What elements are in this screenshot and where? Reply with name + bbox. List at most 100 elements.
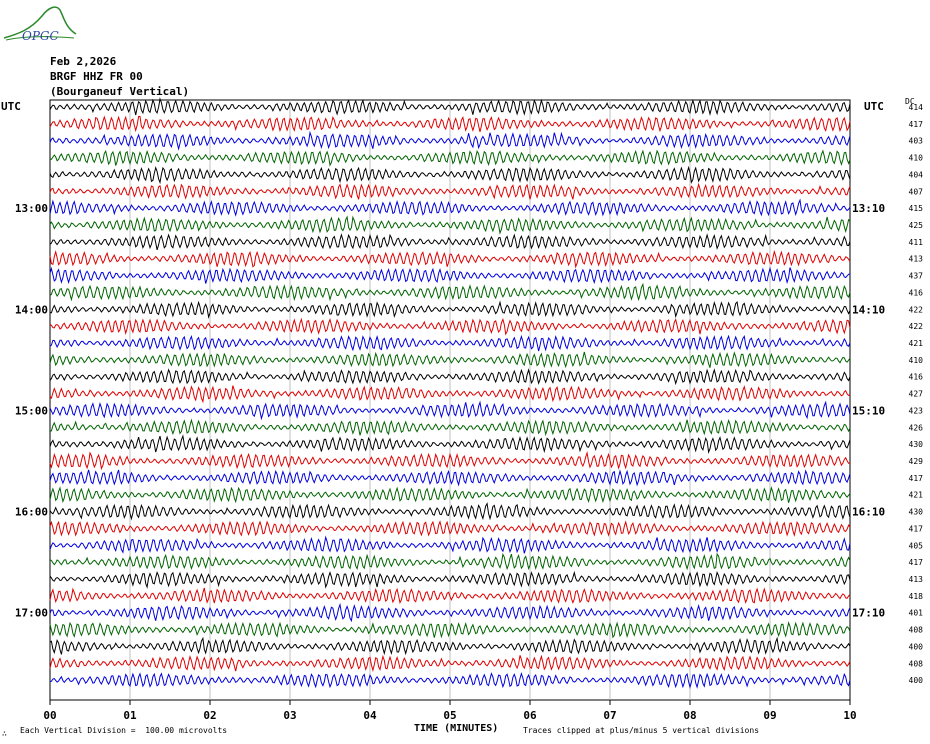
left-time-label: 17:00 xyxy=(15,607,48,620)
left-utc-label: UTC xyxy=(1,100,21,113)
x-tick-label: 07 xyxy=(603,709,616,722)
dc-offset-label: 417 xyxy=(909,558,924,567)
seismic-trace xyxy=(49,97,851,116)
seismic-trace xyxy=(49,451,851,471)
dc-header-label: DC xyxy=(905,97,915,106)
left-time-label: 15:00 xyxy=(15,404,48,417)
scale-note: Each Vertical Division = 100.00 microvol… xyxy=(20,726,228,735)
dc-offset-label: 417 xyxy=(909,474,924,483)
seismic-trace xyxy=(49,602,851,623)
x-tick-label: 10 xyxy=(843,709,856,722)
right-time-label: 13:10 xyxy=(852,202,885,215)
seismic-trace xyxy=(49,215,851,235)
dc-offset-label: 425 xyxy=(909,221,924,230)
right-time-label: 14:10 xyxy=(852,303,885,316)
seismic-trace xyxy=(49,266,851,285)
dc-offset-label: 429 xyxy=(909,457,924,466)
seismic-trace xyxy=(49,485,851,504)
dc-offset-label: 418 xyxy=(909,592,924,601)
dc-offset-label: 430 xyxy=(909,440,924,449)
dc-offset-label: 413 xyxy=(909,575,924,584)
seismic-trace xyxy=(49,300,851,319)
dc-offset-label: 411 xyxy=(909,238,924,247)
seismic-trace xyxy=(49,351,851,369)
dc-offset-label: 403 xyxy=(909,137,924,146)
dc-offset-label: 413 xyxy=(909,255,924,264)
seismic-trace xyxy=(49,130,851,151)
x-tick-label: 04 xyxy=(363,709,377,722)
x-tick-label: 09 xyxy=(763,709,776,722)
chart-location: (Bourganeuf Vertical) xyxy=(50,85,190,98)
dc-offset-label: 427 xyxy=(909,390,924,399)
dc-offset-label: 417 xyxy=(909,524,924,533)
dc-offset-label: 426 xyxy=(909,423,924,432)
dc-offset-label: 400 xyxy=(909,642,924,651)
x-tick-label: 02 xyxy=(203,709,216,722)
dc-offset-label: 404 xyxy=(909,170,924,179)
dc-offset-label: 422 xyxy=(909,305,924,314)
dc-offset-label: 401 xyxy=(909,609,924,618)
left-time-label: 13:00 xyxy=(15,202,48,215)
logo-text: OPGC xyxy=(22,29,59,43)
seismic-trace xyxy=(49,621,851,639)
seismic-trace xyxy=(49,434,851,455)
seismic-trace xyxy=(49,368,851,386)
seismic-trace xyxy=(49,570,851,589)
dc-offset-label: 430 xyxy=(909,508,924,517)
seismic-trace xyxy=(49,334,851,352)
opgc-logo: OPGC xyxy=(3,6,77,43)
dc-offset-label: 421 xyxy=(909,491,924,500)
seismic-trace xyxy=(49,535,851,554)
seismic-trace xyxy=(49,502,851,521)
dc-offset-label: 408 xyxy=(909,659,924,668)
dc-offset-label: 414 xyxy=(909,103,924,112)
seismic-trace xyxy=(49,520,851,538)
dc-offset-label: 417 xyxy=(909,120,924,129)
dc-offset-label: 423 xyxy=(909,406,924,415)
dc-offset-label: 437 xyxy=(909,272,924,281)
seismic-trace xyxy=(49,654,851,673)
seismic-trace xyxy=(49,672,851,689)
dc-offset-label: 405 xyxy=(909,541,924,550)
x-tick-label: 01 xyxy=(123,709,137,722)
chart-date: Feb 2,2026 xyxy=(50,55,117,68)
left-time-label: 16:00 xyxy=(15,506,48,519)
right-utc-label: UTC xyxy=(864,100,884,113)
seismic-trace xyxy=(49,249,851,269)
dc-offset-label: 400 xyxy=(909,676,924,685)
dc-offset-label: 408 xyxy=(909,626,924,635)
right-time-label: 16:10 xyxy=(852,506,885,519)
footer-mark: ∴ xyxy=(2,729,7,738)
dc-offset-label: 416 xyxy=(909,288,924,297)
right-time-label: 15:10 xyxy=(852,404,885,417)
right-time-label: 17:10 xyxy=(852,607,885,620)
seismic-trace xyxy=(49,400,851,421)
left-time-label: 14:00 xyxy=(15,303,48,316)
dc-offset-label: 421 xyxy=(909,339,924,348)
x-tick-label: 06 xyxy=(523,709,537,722)
dc-offset-label: 422 xyxy=(909,322,924,331)
dc-offset-label: 407 xyxy=(909,187,924,196)
x-axis-label: TIME (MINUTES) xyxy=(414,723,499,734)
seismic-trace xyxy=(49,115,851,133)
x-tick-label: 08 xyxy=(683,709,696,722)
dc-offset-label: 415 xyxy=(909,204,924,213)
seismic-trace xyxy=(49,552,851,571)
seismic-trace xyxy=(49,282,851,302)
x-tick-label: 05 xyxy=(443,709,456,722)
dc-offset-label: 410 xyxy=(909,154,924,163)
x-tick-label: 00 xyxy=(43,709,56,722)
seismic-trace xyxy=(49,182,851,200)
seismic-trace xyxy=(49,198,851,217)
seismic-trace xyxy=(49,469,851,487)
clip-note: Traces clipped at plus/minus 5 vertical … xyxy=(523,726,760,735)
seismic-trace xyxy=(49,418,851,437)
seismic-trace xyxy=(49,587,851,605)
seismic-trace xyxy=(49,165,851,185)
x-tick-label: 03 xyxy=(283,709,296,722)
dc-offset-label: 416 xyxy=(909,373,924,382)
seismic-trace xyxy=(49,317,851,336)
seismic-trace xyxy=(49,385,851,404)
chart-station: BRGF HHZ FR 00 xyxy=(50,70,143,83)
